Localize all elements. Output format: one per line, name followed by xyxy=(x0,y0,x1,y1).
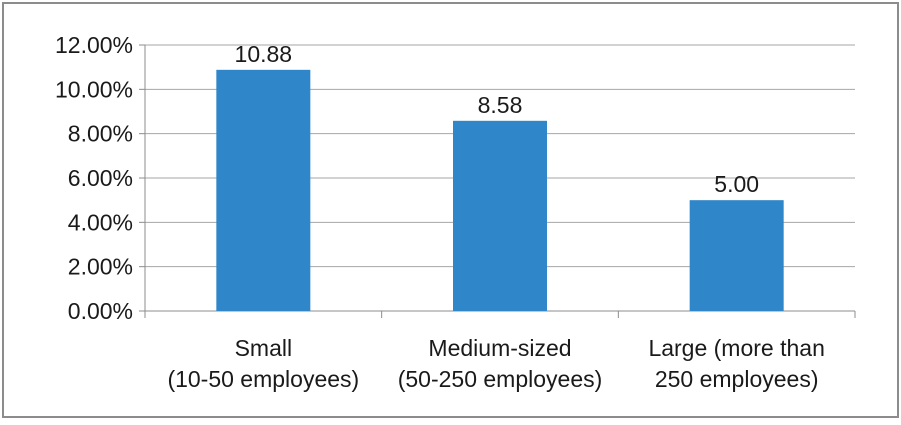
x-tick-label: Medium-sized xyxy=(428,335,571,361)
y-tick-label: 6.00% xyxy=(68,165,133,191)
y-tick-label: 12.00% xyxy=(55,32,133,58)
bar xyxy=(216,69,311,312)
labels: 0.00% 2.00% 4.00% 6.00% 8.00% 10.00% 12.00% 10.… xyxy=(55,32,825,392)
y-tick-label: 8.00% xyxy=(68,121,133,147)
data-label: 5.00 xyxy=(714,171,759,197)
x-tick-label: Small xyxy=(235,335,293,361)
bars xyxy=(216,69,784,312)
data-label: 8.58 xyxy=(478,92,523,118)
bar xyxy=(689,200,784,311)
y-tick-label: 4.00% xyxy=(68,209,133,235)
y-tick-label: 0.00% xyxy=(68,298,133,324)
x-tick-label: 250 employees) xyxy=(655,366,819,392)
y-tick-label: 10.00% xyxy=(55,76,133,102)
bar xyxy=(453,120,547,311)
y-tick-label: 2.00% xyxy=(68,254,133,280)
x-tick-label: Large (more than xyxy=(648,335,824,361)
x-tick-label: (50-250 employees) xyxy=(398,366,603,392)
x-tick-label: (10-50 employees) xyxy=(167,366,359,392)
data-label: 10.88 xyxy=(235,41,293,67)
